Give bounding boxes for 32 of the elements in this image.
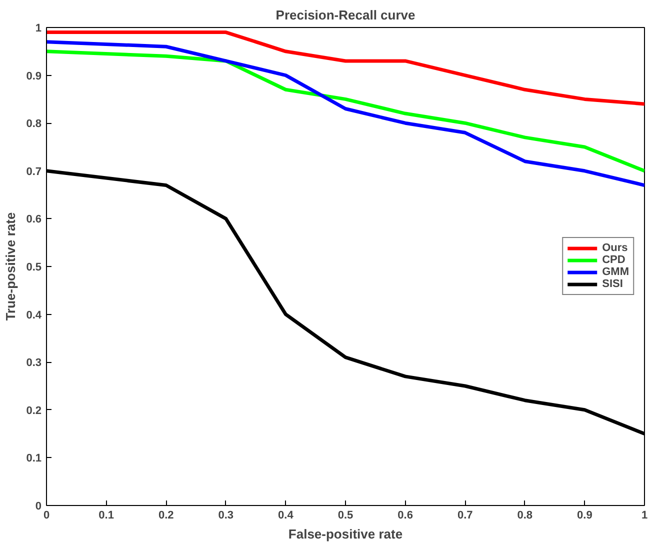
y-tick-label: 0.8 bbox=[26, 118, 42, 130]
x-tick-label: 0 bbox=[43, 510, 50, 522]
y-tick-label: 0.1 bbox=[26, 452, 42, 465]
x-tick-label: 0.7 bbox=[457, 510, 473, 522]
y-tick-label: 0.7 bbox=[26, 166, 42, 178]
legend-label: SISI bbox=[602, 278, 623, 290]
y-tick-label: 0.9 bbox=[26, 70, 42, 82]
line-series bbox=[46, 40, 644, 187]
x-tick-label: 1 bbox=[641, 510, 648, 522]
x-tick-label: 0.4 bbox=[278, 510, 294, 522]
y-tick-label: 1 bbox=[35, 22, 42, 34]
y-tick-label: 0.3 bbox=[26, 357, 42, 370]
y-tick-label: 0.5 bbox=[26, 262, 42, 274]
y-tick-label: 0.4 bbox=[26, 309, 42, 322]
x-tick-label: 0.6 bbox=[398, 510, 413, 522]
x-tick-label: 0.3 bbox=[218, 510, 234, 522]
x-tick-label: 0.9 bbox=[577, 510, 592, 522]
legend-label: CPD bbox=[602, 254, 626, 266]
y-tick-label: 0 bbox=[35, 500, 42, 512]
x-tick-label: 0.5 bbox=[338, 510, 354, 522]
line-series bbox=[46, 30, 644, 106]
chart-title: Precision-Recall curve bbox=[276, 8, 416, 22]
line-series bbox=[46, 50, 644, 173]
x-tick-label: 0.2 bbox=[158, 510, 174, 522]
x-tick-label: 0.8 bbox=[517, 510, 533, 522]
y-axis-title: True-positive rate bbox=[3, 212, 18, 321]
y-tick-label: 0.6 bbox=[26, 214, 42, 226]
legend-label: Ours bbox=[602, 242, 628, 254]
x-tick-label: 0.1 bbox=[98, 510, 114, 522]
legend-label: GMM bbox=[602, 266, 629, 278]
x-axis-title: False-positive rate bbox=[288, 526, 403, 542]
y-tick-label: 0.2 bbox=[26, 404, 42, 417]
